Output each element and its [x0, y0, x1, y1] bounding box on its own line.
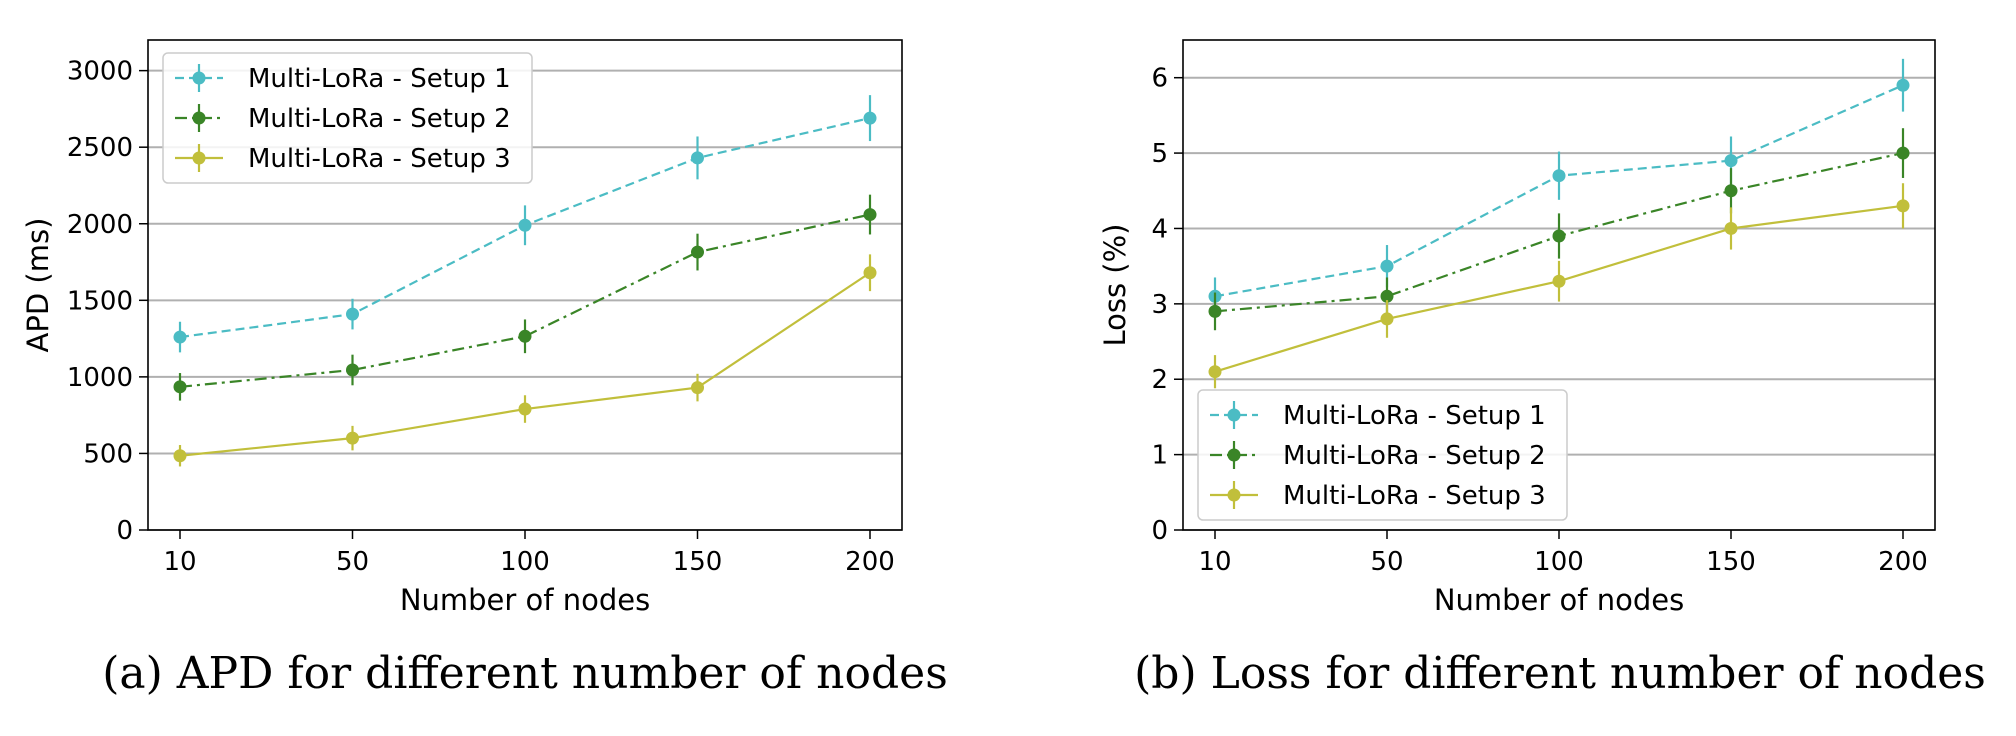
legend-label: Multi-LoRa - Setup 3 [1283, 481, 1546, 511]
data-point [346, 431, 359, 445]
data-point [518, 402, 532, 416]
legend-label: Multi-LoRa - Setup 2 [248, 104, 511, 134]
data-point [1552, 229, 1566, 243]
data-point [346, 307, 359, 321]
data-point [863, 111, 877, 125]
data-point [1896, 78, 1910, 92]
x-tick-label: 50 [336, 547, 369, 577]
y-tick-label: 3000 [67, 57, 133, 87]
data-point [1208, 304, 1222, 318]
data-point [1552, 274, 1566, 288]
legend-label: Multi-LoRa - Setup 3 [248, 144, 511, 174]
data-point [173, 330, 187, 344]
data-point [1380, 259, 1394, 273]
legend: Multi-LoRa - Setup 1 Multi-LoRa - Setup 2… [162, 52, 533, 184]
y-tick-label: 4 [1151, 214, 1168, 244]
legend-marker [1227, 448, 1241, 462]
series-1 [173, 95, 877, 353]
y-tick-label: 5 [1151, 139, 1168, 169]
figure-caption: (b) Loss for different number of nodes [1134, 648, 1986, 699]
y-tick-label: 2000 [67, 210, 133, 240]
y-tick-label: 1000 [67, 363, 133, 393]
x-tick-label: 50 [1370, 547, 1403, 577]
x-tick-label: 100 [1534, 547, 1584, 577]
y-axis-label: APD (ms) [21, 218, 55, 353]
data-point [1552, 169, 1566, 183]
y-axis-label: Loss (%) [1098, 223, 1132, 346]
legend-label: Multi-LoRa - Setup 1 [248, 64, 511, 94]
legend-marker [192, 111, 206, 125]
series-3 [1208, 183, 1910, 389]
figure-caption: (a) APD for different number of nodes [102, 648, 948, 699]
data-point [1896, 146, 1910, 160]
panel-apd: 0 500 1000 1500 2000 2500 3000 10 50 100 150 200 Num… [21, 39, 948, 699]
x-tick-label: 100 [500, 547, 550, 577]
axes-frame [1182, 39, 1936, 531]
data-point [173, 449, 187, 463]
x-tick-label: 200 [845, 547, 895, 577]
data-point [1724, 154, 1738, 168]
legend-marker [192, 151, 206, 165]
x-tick-label: 150 [673, 547, 723, 577]
series-3 [173, 254, 877, 467]
x-tick-label: 200 [1878, 547, 1928, 577]
axes-frame [147, 39, 903, 531]
data-point [691, 381, 704, 395]
data-point [1380, 289, 1394, 303]
x-tick-label: 150 [1706, 547, 1756, 577]
data-point [691, 245, 704, 259]
y-tick-label: 6 [1151, 64, 1168, 94]
series-2 [173, 194, 877, 401]
y-tick-label: 2500 [67, 133, 133, 163]
x-tick-label: 10 [1198, 547, 1231, 577]
data-point [1208, 365, 1222, 379]
x-axis-label: Number of nodes [1434, 583, 1684, 617]
y-tick-label: 500 [83, 439, 133, 469]
data-point [173, 380, 187, 394]
y-tick-label: 3 [1151, 290, 1168, 320]
y-tick-label: 2 [1151, 365, 1168, 395]
data-point [518, 218, 532, 232]
data-point [1724, 184, 1738, 198]
legend-box [162, 52, 533, 184]
y-tick-label: 1500 [67, 286, 133, 316]
legend-marker [1227, 408, 1241, 422]
panel-loss: 0 1 2 3 4 5 6 10 50 100 150 200 Number of nodes Loss … [1098, 39, 1986, 699]
legend-box [1197, 389, 1568, 521]
data-point [863, 266, 877, 280]
legend-label: Multi-LoRa - Setup 1 [1283, 401, 1546, 431]
legend-marker [192, 71, 206, 85]
data-point [1896, 199, 1910, 213]
y-tick-label: 1 [1151, 441, 1168, 471]
y-tick-label: 0 [1151, 516, 1168, 546]
data-point [691, 151, 704, 165]
data-point [518, 329, 532, 343]
series-2 [1208, 128, 1910, 331]
legend: Multi-LoRa - Setup 1 Multi-LoRa - Setup 2… [1197, 389, 1568, 521]
legend-marker [1227, 488, 1241, 502]
x-axis-label: Number of nodes [400, 583, 650, 617]
data-point [863, 208, 877, 222]
data-point [1380, 312, 1394, 326]
y-tick-label: 0 [116, 516, 133, 546]
x-tick-label: 10 [163, 547, 196, 577]
legend-label: Multi-LoRa - Setup 2 [1283, 441, 1546, 471]
data-point [346, 363, 359, 377]
data-point [1724, 221, 1738, 235]
